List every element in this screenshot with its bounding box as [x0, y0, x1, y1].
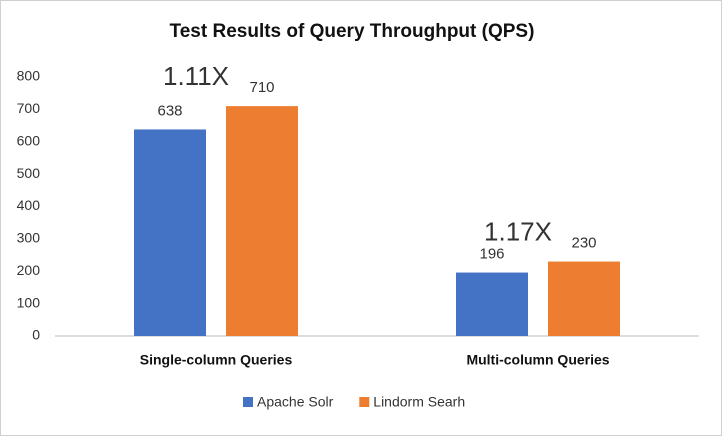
legend-swatch: [359, 397, 370, 407]
y-tick-label: 300: [17, 230, 41, 246]
bar: [134, 129, 206, 336]
legend-label: Lindorm Searh: [373, 394, 465, 410]
annotation: 1.11X: [163, 61, 229, 91]
bar: [226, 106, 298, 336]
x-tick-label: Multi-column Queries: [466, 352, 609, 368]
y-tick-label: 700: [17, 100, 41, 116]
data-label: 638: [157, 102, 182, 119]
x-tick-label: Single-column Queries: [140, 352, 293, 368]
y-tick-label: 800: [17, 68, 41, 84]
y-tick-label: 100: [17, 294, 41, 310]
chart-title: Test Results of Query Throughput (QPS): [170, 21, 535, 42]
data-label: 196: [479, 246, 504, 263]
y-tick-label: 600: [17, 132, 41, 148]
legend-label: Apache Solr: [257, 394, 334, 410]
y-tick-label: 200: [17, 262, 41, 278]
bar: [548, 261, 620, 336]
data-label: 710: [249, 79, 274, 96]
legend-swatch: [243, 397, 253, 407]
y-tick-label: 400: [17, 197, 41, 213]
y-tick-label: 0: [32, 327, 40, 343]
annotation: 1.17X: [484, 216, 552, 246]
bar: [456, 272, 528, 336]
y-tick-label: 500: [17, 165, 41, 181]
data-label: 230: [571, 235, 596, 252]
